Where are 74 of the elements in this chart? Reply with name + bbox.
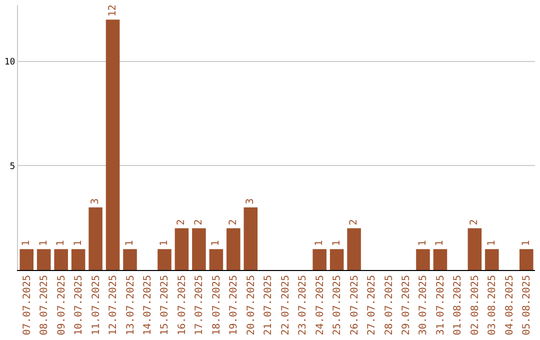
x-tick-label: 16.07.2025	[176, 275, 188, 336]
x-tick-label: 03.08.2025	[487, 275, 498, 336]
bar	[106, 20, 120, 270]
bar	[433, 249, 448, 270]
data-label: 1	[486, 240, 498, 246]
data-label: 12	[107, 4, 118, 17]
bar	[244, 207, 258, 270]
data-label: 1	[38, 240, 50, 246]
x-tick-label: 30.07.2025	[418, 275, 430, 336]
data-label: 1	[72, 240, 84, 246]
x-tick-label: 23.07.2025	[298, 275, 309, 336]
bar	[330, 249, 344, 270]
x-tick-label: 22.07.2025	[280, 275, 292, 336]
bar	[54, 249, 68, 270]
x-tick-label: 08.07.2025	[39, 275, 50, 336]
data-label: 2	[193, 219, 204, 226]
data-label: 3	[245, 198, 256, 204]
x-tick-label: 01.08.2025	[452, 275, 464, 336]
data-label: 2	[228, 219, 239, 226]
x-tick-label: 29.07.2025	[401, 275, 412, 336]
data-label: 2	[176, 219, 188, 226]
bar	[192, 228, 206, 270]
bar	[312, 249, 326, 270]
x-tick-label: 05.08.2025	[522, 275, 533, 336]
x-tick-label: 21.07.2025	[263, 275, 274, 336]
x-tick-label: 13.07.2025	[125, 275, 136, 336]
data-label: 2	[469, 219, 480, 226]
bar	[209, 249, 224, 270]
bar	[71, 249, 86, 270]
x-tick-label: 27.07.2025	[366, 275, 378, 336]
x-tick-label: 28.07.2025	[384, 275, 395, 336]
data-label: 1	[417, 240, 428, 246]
data-label: 1	[314, 240, 326, 246]
bar	[226, 228, 240, 270]
x-tick-label: 24.07.2025	[314, 275, 326, 336]
x-tick-label: 20.07.2025	[246, 275, 257, 336]
bar	[468, 228, 482, 270]
data-label: 1	[56, 240, 67, 246]
bar	[174, 228, 189, 270]
bar	[416, 249, 430, 270]
x-tick-label: 04.08.2025	[504, 275, 516, 336]
x-tick-label: 25.07.2025	[332, 275, 344, 336]
bar	[347, 228, 361, 270]
x-tick-label: 15.07.2025	[160, 275, 171, 336]
y-tick-label: 10	[4, 57, 16, 68]
bar	[123, 249, 137, 270]
bar	[20, 249, 34, 270]
x-tick-label: 10.07.2025	[74, 275, 85, 336]
x-tick-label: 09.07.2025	[56, 275, 68, 336]
y-tick-label: 5	[10, 162, 16, 172]
x-tick-label: 02.08.2025	[470, 275, 481, 336]
data-label: 1	[210, 240, 222, 246]
bar	[36, 249, 51, 270]
x-tick-label: 17.07.2025	[194, 275, 206, 336]
bar	[88, 207, 102, 270]
data-label: 1	[434, 240, 446, 246]
x-tick-label: 11.07.2025	[90, 275, 102, 336]
data-label: 1	[158, 240, 170, 246]
data-label: 1	[331, 240, 342, 246]
bar	[158, 249, 172, 270]
x-tick-label: 19.07.2025	[228, 275, 240, 336]
x-tick-label: 07.07.2025	[22, 275, 33, 336]
x-tick-label: 26.07.2025	[349, 275, 360, 336]
x-tick-label: 31.07.2025	[435, 275, 446, 336]
data-label: 1	[520, 240, 532, 246]
x-tick-label: 12.07.2025	[108, 275, 120, 336]
x-tick-label: 14.07.2025	[142, 275, 154, 336]
data-label: 2	[348, 219, 360, 226]
data-label: 1	[21, 240, 32, 246]
bar	[519, 249, 534, 270]
data-label: 1	[124, 240, 136, 246]
x-tick-label: 18.07.2025	[211, 275, 222, 336]
bar	[485, 249, 499, 270]
data-label: 3	[90, 198, 102, 204]
